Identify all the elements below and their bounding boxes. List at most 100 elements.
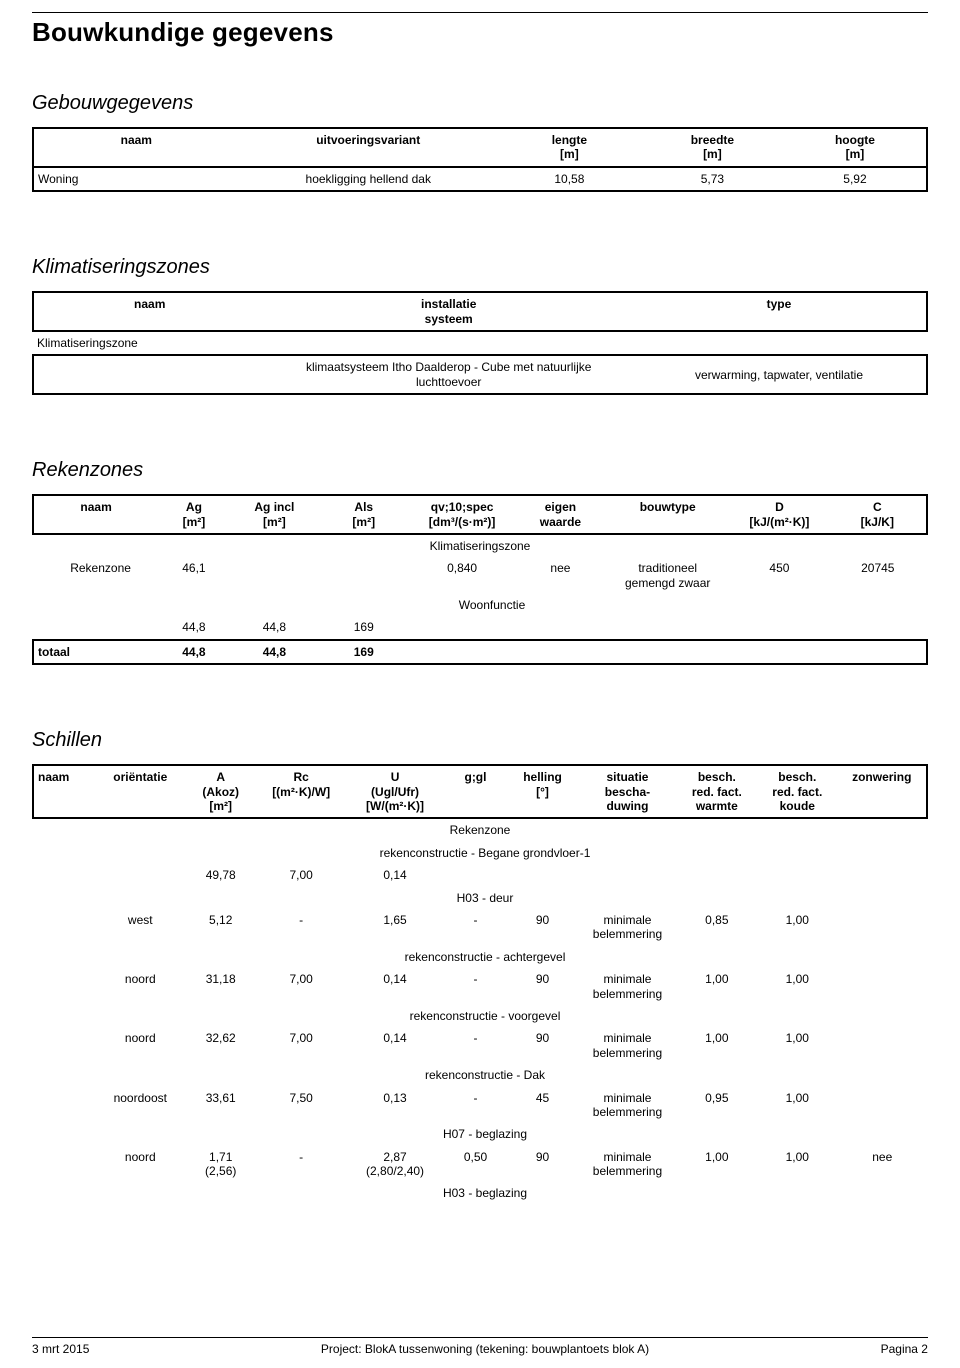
table-row: noordoost33,617,500,13-45minimalebelemme… xyxy=(33,1087,927,1124)
cell: nee xyxy=(516,557,605,594)
col: bouwtype xyxy=(605,495,730,534)
col-hoogte: hoogte[m] xyxy=(784,128,927,167)
cell: traditioneelgemengd zwaar xyxy=(605,557,730,594)
cell: 45 xyxy=(507,1087,579,1124)
col: besch.red. fact.koude xyxy=(757,765,837,818)
subheader-label: rekenconstructie - Begane grondvloer-1 xyxy=(33,842,927,864)
table-row: Klimatiseringszone xyxy=(33,331,927,355)
cell: 31,18 xyxy=(185,968,257,1005)
col-breedte: breedte[m] xyxy=(641,128,784,167)
cell: 1,00 xyxy=(677,1027,757,1064)
table-row: 44,8 44,8 169 xyxy=(33,616,927,639)
cell: 0,13 xyxy=(346,1087,444,1124)
cell: 46,1 xyxy=(158,557,230,594)
cell: 169 xyxy=(319,640,408,664)
cell: minimalebelemmering xyxy=(578,1027,676,1064)
table-subheader: rekenconstructie - voorgevel xyxy=(33,1005,927,1027)
cell xyxy=(838,968,927,1005)
cell: Rekenzone xyxy=(33,557,158,594)
col: C[kJ/K] xyxy=(829,495,927,534)
subheader-label: rekenconstructie - achtergevel xyxy=(33,946,927,968)
col-inst: installatiesysteem xyxy=(265,292,632,331)
cell: nee xyxy=(838,1146,927,1183)
cell: west xyxy=(96,909,185,946)
cell: 1,65 xyxy=(346,909,444,946)
cell: verwarming, tapwater, ventilatie xyxy=(632,355,927,394)
table-row: noord1,71(2,56)-2,87(2,80/2,40)0,5090min… xyxy=(33,1146,927,1183)
col: helling[°] xyxy=(507,765,579,818)
cell: - xyxy=(444,1027,507,1064)
table-subheader: H03 - deur xyxy=(33,887,927,909)
cell: 1,00 xyxy=(757,909,837,946)
cell xyxy=(96,864,185,886)
col-lengte: lengte[m] xyxy=(498,128,641,167)
cell: 1,00 xyxy=(757,1027,837,1064)
cell: 0,14 xyxy=(346,864,444,886)
cell: 90 xyxy=(507,1146,579,1183)
cell: 90 xyxy=(507,968,579,1005)
section-schillen-heading: Schillen xyxy=(32,729,928,752)
cell: 0,840 xyxy=(408,557,515,594)
cell: - xyxy=(444,968,507,1005)
cell: 0,14 xyxy=(346,968,444,1005)
cell: minimalebelemmering xyxy=(578,968,676,1005)
table-subheader: rekenconstructie - Dak xyxy=(33,1064,927,1086)
cell: - xyxy=(256,1146,345,1183)
table-row: Woning hoekligging hellend dak 10,58 5,7… xyxy=(33,167,927,191)
table-rekenzones: naam Ag[m²] Ag incl[m²] Als[m²] qv;10;sp… xyxy=(32,494,928,665)
cell xyxy=(33,1027,96,1064)
subheader-label: H03 - beglazing xyxy=(33,1182,927,1204)
cell: 1,00 xyxy=(757,1146,837,1183)
cell: 5,12 xyxy=(185,909,257,946)
cell: Woonfunctie xyxy=(33,594,927,616)
cell: klimaatsysteem Itho Daalderop - Cube met… xyxy=(265,355,632,394)
cell: hoekligging hellend dak xyxy=(239,167,498,191)
col: naam xyxy=(33,765,96,818)
col: Als[m²] xyxy=(319,495,408,534)
cell: 7,00 xyxy=(256,864,345,886)
cell: 1,00 xyxy=(677,1146,757,1183)
group-label: Rekenzone xyxy=(33,818,927,841)
cell: noordoost xyxy=(96,1087,185,1124)
cell: 1,00 xyxy=(757,1087,837,1124)
cell: 0,50 xyxy=(444,1146,507,1183)
col-uitv: uitvoeringsvariant xyxy=(239,128,498,167)
cell: noord xyxy=(96,968,185,1005)
cell: 49,78 xyxy=(185,864,257,886)
cell xyxy=(838,864,927,886)
cell xyxy=(444,864,507,886)
cell: 44,8 xyxy=(158,640,230,664)
col: Rc[(m²·K)/W] xyxy=(256,765,345,818)
group-row: Klimatiseringszone xyxy=(33,534,927,557)
table-row: Rekenzone 46,1 0,840 nee traditioneelgem… xyxy=(33,557,927,594)
table-row-total: totaal 44,8 44,8 169 xyxy=(33,640,927,664)
col: g;gl xyxy=(444,765,507,818)
cell xyxy=(33,968,96,1005)
footer-project: Project: BlokA tussenwoning (tekening: b… xyxy=(321,1342,649,1356)
subheader-label: rekenconstructie - voorgevel xyxy=(33,1005,927,1027)
cell xyxy=(578,864,676,886)
col: U(Ugl/Ufr)[W/(m²·K)] xyxy=(346,765,444,818)
cell: Klimatiseringszone xyxy=(33,331,265,355)
table-klimaat: naam installatiesysteem type Klimatiseri… xyxy=(32,291,928,395)
table-subheader: H03 - beglazing xyxy=(33,1182,927,1204)
subheader-label: rekenconstructie - Dak xyxy=(33,1064,927,1086)
cell: minimalebelemmering xyxy=(578,1146,676,1183)
cell: 90 xyxy=(507,909,579,946)
cell: 33,61 xyxy=(185,1087,257,1124)
section-klimaat-heading: Klimatiseringszones xyxy=(32,256,928,279)
cell: 44,8 xyxy=(230,616,319,639)
table-schillen: naam oriëntatie A(Akoz)[m²] Rc[(m²·K)/W]… xyxy=(32,764,928,1205)
cell xyxy=(33,864,96,886)
header-rule xyxy=(32,12,928,13)
cell xyxy=(838,1087,927,1124)
cell: 7,50 xyxy=(256,1087,345,1124)
subheader-label: H03 - deur xyxy=(33,887,927,909)
cell: 1,00 xyxy=(757,968,837,1005)
cell: 0,85 xyxy=(677,909,757,946)
cell: minimalebelemmering xyxy=(578,909,676,946)
col: oriëntatie xyxy=(96,765,185,818)
table-row: klimaatsysteem Itho Daalderop - Cube met… xyxy=(33,355,927,394)
table-subheader: rekenconstructie - achtergevel xyxy=(33,946,927,968)
col: situatiebescha-duwing xyxy=(578,765,676,818)
